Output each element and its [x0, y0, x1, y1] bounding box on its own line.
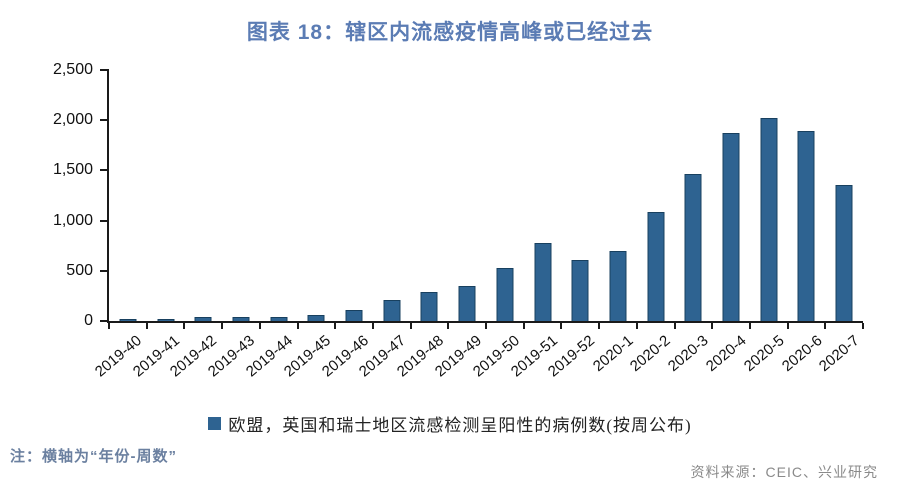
y-axis-tick — [100, 320, 109, 322]
x-axis-tick — [711, 323, 714, 329]
chart-title: 图表 18：辖区内流感疫情高峰或已经过去 — [246, 21, 654, 44]
x-axis-tick — [522, 323, 525, 329]
x-axis-tick — [862, 323, 864, 329]
footnote: 注：横轴为“年份-周数” — [10, 448, 177, 465]
x-axis-tick — [296, 323, 299, 329]
x-axis-tick — [635, 323, 638, 329]
x-axis-tick — [560, 323, 563, 329]
x-tick-label: 2020-2 — [627, 332, 675, 376]
legend-swatch-icon — [208, 417, 222, 430]
bar-2020-7 — [835, 184, 853, 321]
x-tick-label: 2020-4 — [702, 332, 750, 376]
bar-2019-44 — [270, 316, 288, 321]
x-axis-tick — [334, 323, 337, 329]
bar-2019-49 — [458, 285, 476, 321]
x-axis-tick — [409, 323, 412, 329]
y-tick-label: 2,500 — [52, 61, 93, 78]
x-axis-tick — [108, 323, 110, 329]
data-source: 资料来源：CEIC、兴业研究 — [690, 464, 878, 480]
x-axis-tick — [447, 323, 450, 329]
x-axis-tick — [183, 323, 186, 329]
x-axis-tick — [673, 323, 676, 329]
bar-2019-50 — [496, 267, 514, 321]
legend-label: 欧盟，英国和瑞士地区流感检测呈阳性的病例数(按周公布) — [228, 416, 692, 435]
x-tick-label: 2020-6 — [778, 332, 826, 376]
x-tick-label: 2020-1 — [589, 332, 637, 376]
y-tick-label: 1,500 — [52, 161, 93, 179]
y-axis-tick — [100, 269, 109, 272]
bar-2020-6 — [797, 131, 815, 321]
bar-2019-52 — [571, 259, 589, 321]
y-tick-label: 0 — [84, 312, 93, 329]
x-axis-labels: 2019-40 2019-41 2019-42 2019-43 2019-44 2019-… — [92, 330, 864, 400]
y-axis-tick — [100, 119, 109, 122]
x-axis-tick — [786, 323, 789, 329]
x-tick-label: 2020-5 — [740, 332, 788, 376]
y-axis-tick — [100, 69, 109, 71]
bar-2019-45 — [307, 315, 325, 321]
plot-area: 0 500 1,000 1,500 2,000 2,500 — [53, 61, 864, 329]
bar-2020-3 — [684, 174, 702, 321]
x-tick-label: 2020-7 — [816, 332, 864, 376]
legend: 欧盟，英国和瑞士地区流感检测呈阳性的病例数(按周公布) — [0, 411, 900, 436]
x-axis-tick — [748, 323, 751, 329]
x-axis-tick — [824, 323, 827, 329]
bar-2019-51 — [534, 242, 552, 321]
bar-2020-1 — [609, 251, 627, 321]
x-tick-label: 2020-3 — [665, 332, 712, 376]
bar-2019-47 — [383, 300, 401, 321]
bar-2019-40 — [119, 319, 137, 321]
y-tick-label: 2,000 — [52, 111, 93, 129]
y-axis-tick — [100, 219, 109, 222]
x-axis-tick — [485, 323, 487, 329]
y-tick-label: 500 — [66, 261, 93, 279]
x-axis-tick — [371, 323, 374, 329]
x-axis-tick — [598, 323, 601, 329]
bar-2020-4 — [722, 133, 740, 321]
bar-2019-43 — [232, 316, 250, 321]
bar-2019-42 — [194, 316, 212, 321]
x-axis-tick — [258, 323, 261, 329]
y-axis-tick — [100, 169, 109, 172]
bar-2020-2 — [647, 212, 665, 321]
x-axis-tick — [221, 323, 224, 329]
bar-2020-5 — [760, 118, 778, 321]
x-axis-tick — [145, 323, 148, 329]
bar-2019-46 — [345, 310, 363, 321]
bar-2019-41 — [157, 319, 175, 321]
y-tick-label: 1,000 — [52, 211, 93, 229]
bar-2019-48 — [420, 291, 438, 321]
